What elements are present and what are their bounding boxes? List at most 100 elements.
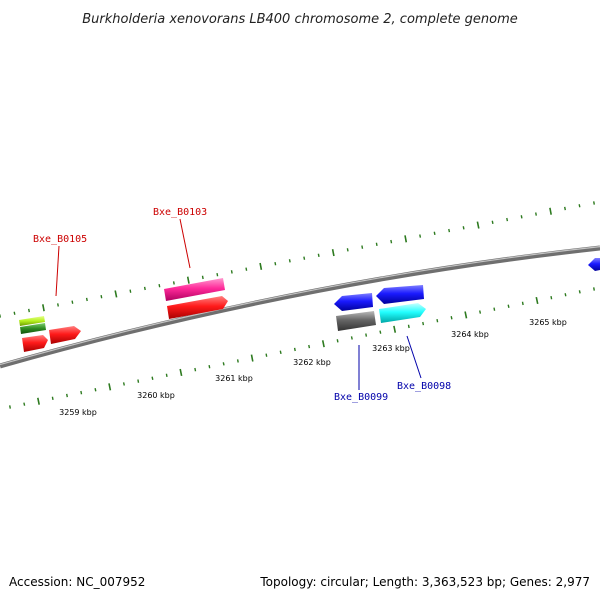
minor-tick xyxy=(433,231,436,236)
minor-tick xyxy=(265,353,268,357)
minor-tick xyxy=(375,242,378,247)
minor-tick xyxy=(436,318,439,323)
major-tick xyxy=(535,296,539,305)
minor-tick xyxy=(419,234,422,238)
minor-tick xyxy=(506,217,509,222)
major-tick xyxy=(114,290,118,298)
minor-tick xyxy=(448,228,451,233)
minor-tick xyxy=(245,267,248,271)
major-tick xyxy=(250,354,254,362)
major-tick xyxy=(549,207,552,215)
minor-tick xyxy=(361,245,364,249)
minor-tick xyxy=(94,388,97,392)
minor-tick xyxy=(578,290,581,294)
genome-backbone-highlight xyxy=(0,246,600,366)
minor-tick xyxy=(288,259,291,263)
scale-label: 3261 kbp xyxy=(215,374,253,383)
gene-feature-blue[interactable] xyxy=(588,258,600,271)
minor-tick xyxy=(535,212,537,216)
major-tick xyxy=(404,235,408,243)
major-tick xyxy=(186,276,190,284)
minor-tick xyxy=(303,256,306,260)
major-tick xyxy=(476,221,480,229)
minor-tick xyxy=(350,336,353,340)
minor-tick xyxy=(23,402,26,406)
minor-tick xyxy=(293,347,296,352)
minor-tick xyxy=(308,344,311,349)
minor-tick xyxy=(450,316,453,320)
genome-summary-text: Topology: circular; Length: 3,363,523 bp… xyxy=(259,575,590,589)
major-tick xyxy=(42,304,45,312)
major-tick xyxy=(331,249,335,257)
gene-feature-lime[interactable] xyxy=(19,316,45,326)
minor-tick xyxy=(9,405,11,409)
gene-labels: Bxe_B0105 Bxe_B0103 Bxe_B0099 Bxe_B0098 xyxy=(33,207,451,403)
scale-label: 3263 kbp xyxy=(372,344,410,353)
minor-tick xyxy=(71,300,74,304)
leader-line xyxy=(406,335,422,379)
minor-tick xyxy=(379,330,382,334)
minor-tick xyxy=(129,289,132,293)
major-tick xyxy=(321,340,325,348)
major-tick xyxy=(259,262,263,270)
minor-tick xyxy=(158,283,161,288)
minor-tick xyxy=(80,390,83,395)
minor-tick xyxy=(346,248,349,252)
minor-tick xyxy=(462,226,465,230)
minor-tick xyxy=(491,220,494,225)
gene-label-bxe-b0103[interactable]: Bxe_B0103 xyxy=(153,207,207,218)
gene-feature-magenta[interactable] xyxy=(164,278,225,301)
major-tick xyxy=(108,383,112,391)
minor-tick xyxy=(521,301,524,306)
gene-label-bxe-b0098[interactable]: Bxe_B0098 xyxy=(397,381,451,392)
minor-tick xyxy=(407,324,410,329)
minor-tick xyxy=(172,281,175,285)
scale-label: 3259 kbp xyxy=(59,408,97,417)
minor-tick xyxy=(201,275,204,280)
gene-feature-cyan[interactable] xyxy=(379,303,426,323)
gene-label-bxe-b0099[interactable]: Bxe_B0099 xyxy=(334,392,388,403)
minor-tick xyxy=(236,359,239,363)
minor-tick xyxy=(194,367,197,372)
minor-tick xyxy=(550,295,553,300)
map-title: Burkholderia xenovorans LB400 chromosome… xyxy=(82,12,518,27)
minor-tick xyxy=(279,350,282,355)
minor-tick xyxy=(100,294,103,299)
minor-tick xyxy=(13,311,16,315)
lower-tick-track xyxy=(9,287,595,409)
scale-label: 3265 kbp xyxy=(529,318,567,327)
gene-label-bxe-b0105[interactable]: Bxe_B0105 xyxy=(33,234,87,245)
minor-tick xyxy=(520,215,523,219)
minor-tick xyxy=(151,376,154,380)
minor-tick xyxy=(274,261,277,266)
minor-tick xyxy=(122,382,125,386)
scale-label: 3262 kbp xyxy=(293,358,331,367)
minor-tick xyxy=(507,304,510,308)
gene-feature-blue[interactable] xyxy=(334,293,373,311)
gene-feature-gray[interactable] xyxy=(336,311,376,331)
minor-tick xyxy=(230,270,233,274)
minor-tick xyxy=(216,272,219,277)
minor-tick xyxy=(593,287,595,291)
gene-label-leaders xyxy=(55,218,422,390)
minor-tick xyxy=(493,307,496,311)
scale-label: 3260 kbp xyxy=(137,391,175,400)
minor-tick xyxy=(365,333,368,337)
leader-line xyxy=(179,218,191,269)
gene-feature-red[interactable] xyxy=(167,296,228,319)
minor-tick xyxy=(390,239,393,244)
gene-feature-green[interactable] xyxy=(20,323,46,334)
minor-tick xyxy=(336,339,339,343)
gene-feature-red[interactable] xyxy=(49,326,81,344)
minor-tick xyxy=(479,310,482,314)
major-tick xyxy=(393,325,397,333)
major-tick xyxy=(179,368,183,377)
gene-feature-red[interactable] xyxy=(22,335,48,352)
scale-label: 3264 kbp xyxy=(451,330,489,339)
minor-tick xyxy=(51,396,54,401)
upper-tick-track xyxy=(0,201,595,318)
gene-feature-blue[interactable] xyxy=(376,285,424,304)
minor-tick xyxy=(564,206,566,211)
minor-tick xyxy=(28,308,30,313)
